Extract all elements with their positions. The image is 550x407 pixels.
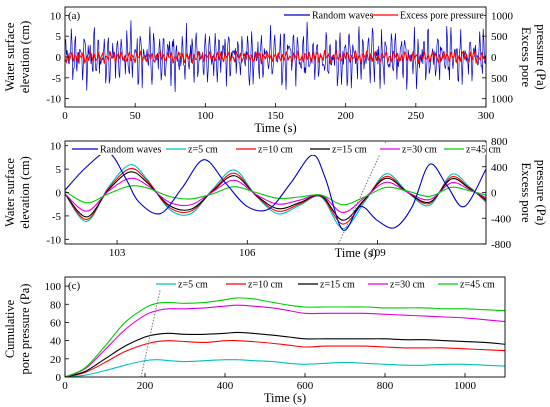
y-axis-right-tick-label: 0 xyxy=(491,52,497,64)
y-axis-left-tick-label: -5 xyxy=(52,73,62,85)
series-cumulative-z1 xyxy=(65,339,505,377)
x-axis-tick-label: 800 xyxy=(377,380,394,392)
legend-label: z=15 cm xyxy=(320,280,355,291)
y-axis-title-left: elevation (cm) xyxy=(18,156,32,229)
y-axis-right-tick-label: 500 xyxy=(491,73,508,85)
x-axis-tick-label: 1000 xyxy=(454,380,477,392)
series-pressure-z2 xyxy=(65,171,486,221)
y-axis-left-tick-label: 10 xyxy=(50,141,62,153)
trend-line xyxy=(140,276,164,378)
legend-label: z=45 cm xyxy=(466,145,501,156)
y-axis-right-tick-label: 0 xyxy=(491,188,497,200)
y-axis-left-tick-label: 5 xyxy=(56,31,62,43)
legend-label: z=30 cm xyxy=(390,280,425,291)
y-axis-title-left: elevation (cm) xyxy=(18,21,32,94)
y-axis-title-right: pressure (Pa) xyxy=(534,24,548,90)
x-axis-tick-label: 50 xyxy=(130,110,142,122)
series-random-waves xyxy=(65,151,486,231)
x-axis-tick-label: 0 xyxy=(62,110,68,122)
legend-label: z=15 cm xyxy=(332,145,367,156)
y-axis-left-tick-label: 0 xyxy=(56,52,62,64)
series-cumulative-z0 xyxy=(65,359,505,377)
y-axis-tick-label: 0 xyxy=(56,372,62,384)
y-axis-title: Cumulative xyxy=(3,299,17,358)
x-axis-tick-label: 200 xyxy=(337,110,354,122)
y-axis-left-tick-label: 5 xyxy=(56,164,62,176)
legend-label: z=30 cm xyxy=(402,145,437,156)
y-axis-tick-label: 60 xyxy=(50,317,62,329)
y-axis-right-tick-label: -800 xyxy=(491,239,512,251)
x-axis-tick-label: 100 xyxy=(197,110,214,122)
legend-label: Random waves xyxy=(312,11,373,22)
plot-frame xyxy=(64,140,487,245)
series-random-waves xyxy=(65,20,486,92)
series-cumulative-z2 xyxy=(65,331,505,377)
legend: Random waves z=5 cm z=10 cm z=15 cm z=30 cm z… xyxy=(68,143,501,156)
x-axis-tick-label: 0 xyxy=(62,380,68,392)
x-axis-title: Time (s) xyxy=(264,391,306,405)
x-axis-tick-label: 106 xyxy=(239,247,256,259)
series-pressure-z1 xyxy=(65,168,486,225)
y-axis-right-tick-label: 800 xyxy=(491,136,508,148)
trend-line xyxy=(338,140,387,245)
y-axis-left-tick-label: -5 xyxy=(52,211,62,223)
x-axis-title: Time (s) xyxy=(254,121,296,135)
x-axis-tick-label: 150 xyxy=(267,110,284,122)
y-axis-left-tick-label: 10 xyxy=(50,10,62,22)
y-axis-title-left: Water surface xyxy=(3,158,17,227)
legend: Random waves Excess pore pressure xyxy=(282,8,484,22)
series-pressure-z3 xyxy=(65,177,486,214)
y-axis-tick-label: 40 xyxy=(50,336,62,348)
y-axis-title-left: Water surface xyxy=(3,22,17,91)
legend-label: z=45 cm xyxy=(460,280,495,291)
legend-label: z=5 cm xyxy=(188,145,218,156)
series-cumulative-z3 xyxy=(65,304,505,377)
y-axis-right-tick-label: -400 xyxy=(491,213,512,225)
y-axis-right-tick-label: 400 xyxy=(491,162,508,174)
legend-label: Excess pore pressure xyxy=(400,11,484,22)
legend-label: z=10 cm xyxy=(248,280,283,291)
y-axis-left-tick-label: -10 xyxy=(46,94,61,106)
series-pressure-z4 xyxy=(65,185,486,206)
panel-label: (c) xyxy=(68,280,81,292)
y-axis-title-right: Excess pore xyxy=(519,162,533,222)
panel-b: 103106109-10-50510-800-4000400800(b)Time… xyxy=(3,136,548,260)
plot-frame xyxy=(64,276,506,378)
legend-label: Random waves xyxy=(100,145,161,156)
x-axis-tick-label: 400 xyxy=(217,380,234,392)
y-axis-tick-label: 80 xyxy=(50,299,62,311)
y-axis-right-tick-label: 1000 xyxy=(491,10,514,22)
panel-a: 0 50 100 150 200 250 300 -10 -5 0 5 10 1000 500 0 500 10… xyxy=(3,6,548,135)
legend-background xyxy=(150,278,504,290)
legend-label: z=5 cm xyxy=(178,280,208,291)
legend: z=5 cm z=10 cm z=15 cm z=30 cm z=45 cm xyxy=(150,278,504,291)
legend-background xyxy=(68,143,486,155)
y-axis-title: pore pressure (Pa) xyxy=(18,284,32,375)
y-axis-title-right: pressure (Pa) xyxy=(534,160,548,226)
x-axis-tick-label: 200 xyxy=(137,380,154,392)
legend-label: z=10 cm xyxy=(258,145,293,156)
series-pressure-z0 xyxy=(65,164,486,230)
x-axis-title: Time (s) xyxy=(335,246,377,260)
y-axis-right-tick-label: 1000 xyxy=(491,94,514,106)
panel-c: 0 200 400 600 800 1000 0 20 40 60 80 100 (c) Time (s)… xyxy=(3,276,506,405)
x-axis-tick-label: 103 xyxy=(109,247,126,259)
y-axis-right-tick-label: 500 xyxy=(491,31,508,43)
y-axis-left-tick-label: -10 xyxy=(46,234,61,246)
x-axis-tick-label: 250 xyxy=(408,110,425,122)
y-axis-tick-label: 100 xyxy=(45,281,62,293)
panel-label: (a) xyxy=(68,10,81,22)
series-excess-pore-pressure xyxy=(65,49,486,65)
x-axis-tick-label: 600 xyxy=(297,380,314,392)
series-cumulative-z4 xyxy=(65,297,505,377)
y-axis-title-right: Excess pore xyxy=(519,27,533,87)
y-axis-tick-label: 20 xyxy=(50,354,62,366)
y-axis-left-tick-label: 0 xyxy=(56,188,62,200)
x-axis-tick-label: 300 xyxy=(478,110,495,122)
x-axis-tick-label: 109 xyxy=(369,247,386,259)
